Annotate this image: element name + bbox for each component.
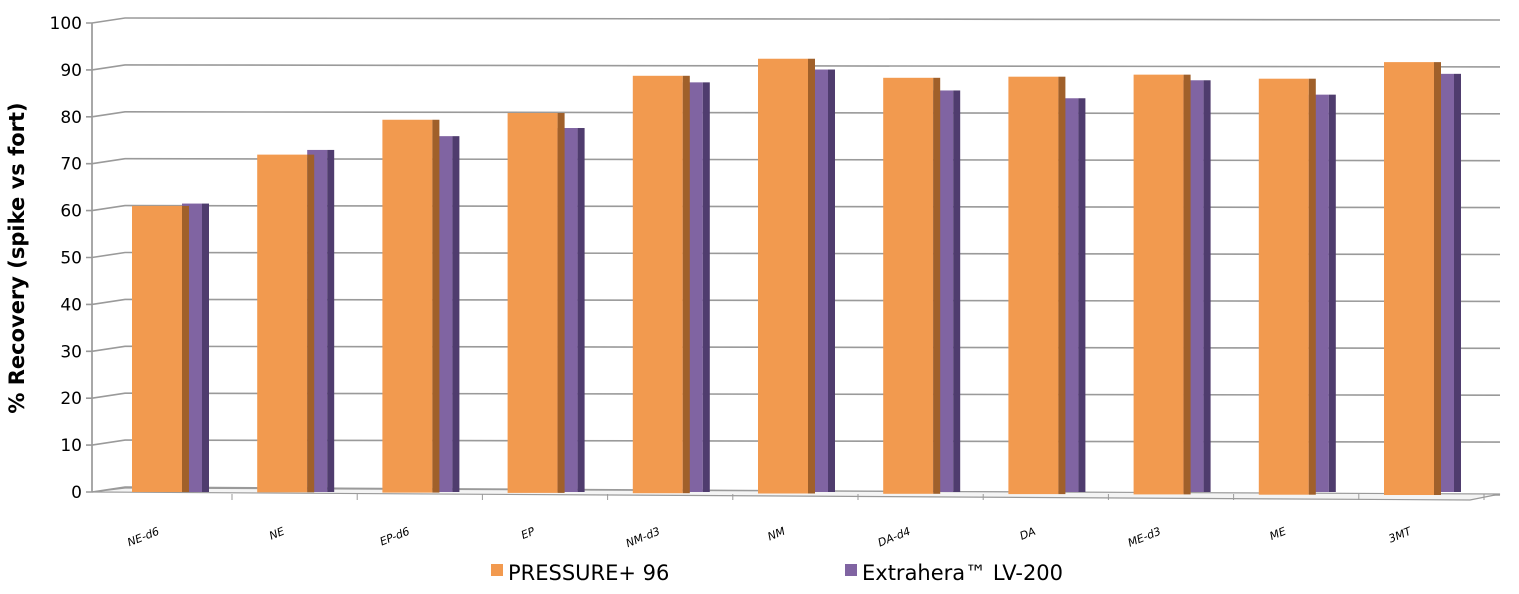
x-tick-label: NE-d6: [126, 525, 162, 549]
x-tick-label: ME: [1268, 525, 1288, 543]
x-tick-label: NE: [267, 525, 286, 543]
bar-pressure-side: [307, 154, 315, 493]
bar-extrahera-side: [1454, 73, 1461, 492]
bar-pressure: [507, 113, 558, 493]
bar-extrahera-side: [1078, 98, 1086, 492]
x-tick-label: NM: [766, 525, 788, 544]
legend-label-extrahera: Extrahera™ LV-200: [862, 561, 1063, 585]
y-tick-label: 30: [60, 342, 82, 362]
legend-swatch-extrahera: [845, 564, 857, 576]
bar-pressure-side: [432, 119, 440, 493]
bars: [132, 58, 1461, 495]
bar-extrahera-side: [953, 90, 961, 493]
x-tick-label: EP: [519, 525, 537, 542]
bar-pressure-side: [1058, 76, 1066, 495]
y-tick-label: 90: [60, 61, 82, 81]
y-tick-label: 10: [60, 436, 82, 456]
y-tick-label: 70: [60, 155, 82, 175]
bar-extrahera-side: [577, 128, 585, 492]
bar-pressure-side: [682, 75, 690, 494]
y-tick-label: 50: [60, 249, 82, 269]
bar-extrahera-side: [1203, 80, 1211, 492]
bar-pressure: [1384, 62, 1434, 495]
x-tick-label: DA-d4: [876, 525, 912, 550]
bar-pressure-side: [808, 58, 815, 494]
x-tick-label: 3MT: [1387, 524, 1415, 545]
y-axis-ticks: 0 10 20 30 40 50 60 70 80 90 100: [50, 14, 82, 503]
x-tick-label: DA: [1018, 525, 1038, 543]
bar-pressure: [1258, 78, 1309, 495]
bar-pressure-side: [1308, 78, 1316, 495]
bar-pressure: [758, 58, 808, 494]
legend: PRESSURE+ 96 Extrahera™ LV-200: [491, 561, 1063, 585]
bar-extrahera-side: [702, 82, 710, 492]
bar-extrahera-side: [327, 149, 335, 492]
x-tick-label: NM-d3: [624, 525, 662, 550]
y-tick-label: 40: [60, 295, 82, 315]
bar-pressure: [883, 77, 934, 494]
bar-pressure: [382, 119, 433, 493]
bar-pressure-side: [182, 205, 189, 492]
bar-extrahera-side: [828, 69, 835, 493]
y-tick-label: 60: [60, 202, 82, 222]
x-tick-label: ME-d3: [1126, 525, 1163, 550]
gridline: [86, 17, 1501, 24]
legend-label-pressure: PRESSURE+ 96: [508, 561, 669, 585]
y-tick-label: 20: [60, 389, 82, 409]
y-tick-label: 80: [60, 108, 82, 128]
x-tick-label: EP-d6: [378, 525, 412, 549]
y-tick-label: 100: [50, 14, 82, 34]
x-axis-ticks: NE-d6 NE EP-d6 EP NM-d3 NM DA-d4 DA ME-d3 ME 3MT: [126, 494, 1485, 550]
y-tick-label: 0: [71, 483, 82, 503]
bar-extrahera-side: [202, 203, 209, 492]
bar-pressure-side: [1434, 62, 1441, 495]
legend-swatch-pressure: [491, 564, 503, 576]
bar-pressure-side: [557, 113, 565, 493]
bar-pressure: [257, 154, 308, 493]
bar-pressure: [132, 205, 182, 492]
bar-extrahera-side: [452, 136, 460, 492]
bar-pressure-side: [933, 77, 941, 494]
bar-pressure-side: [1183, 74, 1191, 495]
bar-pressure: [1133, 74, 1184, 495]
y-axis-label: % Recovery (spike vs fort): [5, 102, 29, 413]
bar-pressure: [1008, 76, 1059, 495]
bar-pressure: [632, 75, 683, 494]
bar-extrahera-side: [1328, 94, 1336, 492]
